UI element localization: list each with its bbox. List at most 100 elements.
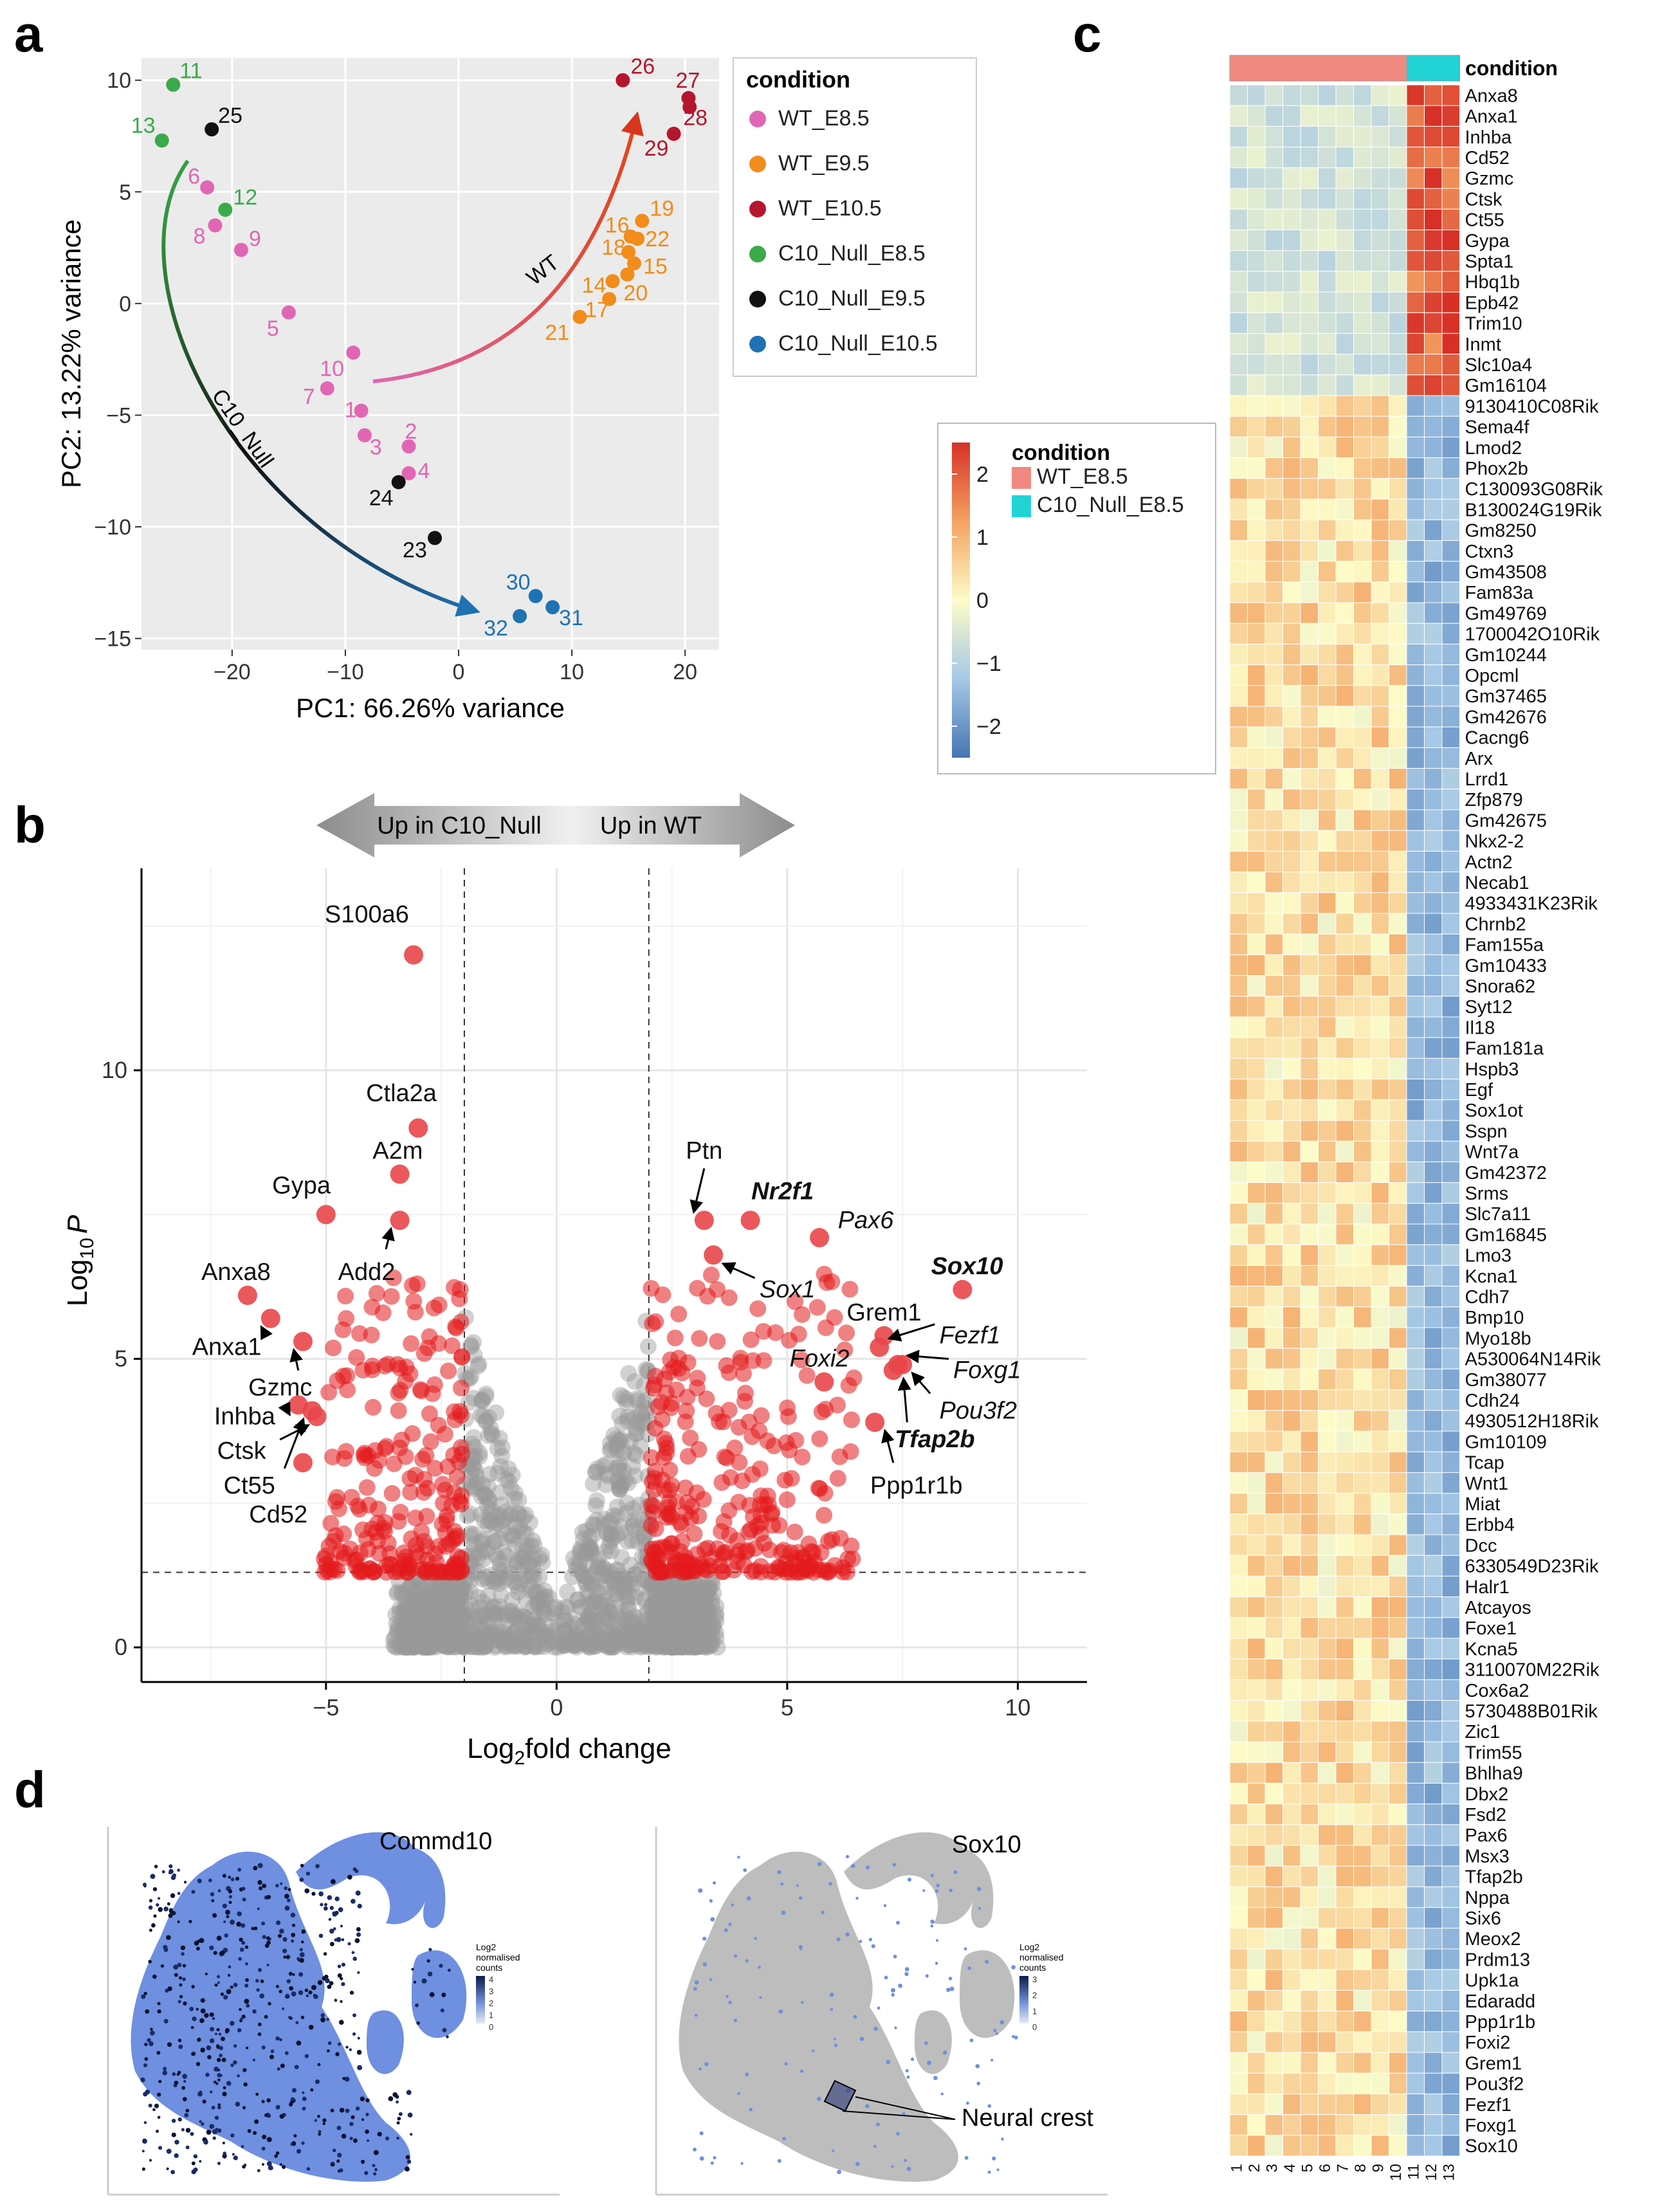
heatmap-cell [1353,1016,1372,1038]
volcano-point-Ctla2a [408,1118,428,1138]
volcano-point-ns [539,1636,556,1653]
heatmap-cell [1335,1430,1354,1452]
volcano-point-ns [414,1626,432,1643]
heatmap-cell [1424,809,1443,831]
heatmap-cell [1441,2135,1460,2157]
heatmap-cell [1353,1989,1372,2012]
heatmap-cell [1247,2052,1266,2074]
heatmap-cell [1371,125,1389,148]
umap-commd10-dot [356,1932,361,1937]
volcano-point-ns [472,1407,489,1424]
volcano-point-ns [579,1569,596,1586]
heatmap-cell [1371,996,1389,1018]
volcano-point-ns [479,1627,496,1645]
heatmap-cell [1371,789,1389,810]
heatmap-cell [1265,643,1283,666]
volcano-point-ns [660,1637,677,1654]
volcano-point-ns [610,1459,628,1476]
heatmap-cell [1353,2031,1372,2053]
volcano-point-sig [794,1306,811,1323]
volcano-point-ns [708,1598,725,1615]
volcano-point-ns [619,1474,637,1492]
heatmap-cell [1441,1203,1460,1225]
volcano-point-ns [434,1599,452,1616]
heatmap-cell [1229,167,1248,189]
umap-sox10-dot [936,1883,940,1888]
volcano-point-ns [664,1625,682,1643]
umap-commd10-dot [218,2033,222,2036]
heatmap-row-label: Gzmc [1465,169,1514,189]
heatmap-cell [1441,706,1460,727]
volcano-point-ns [479,1497,496,1515]
umap-commd10-dot [223,2152,226,2155]
volcano-point-ns [454,1638,471,1655]
umap-commd10-dot [244,1945,249,1949]
heatmap-cell [1229,1782,1248,1805]
volcano-point-ns [577,1575,594,1593]
heatmap-row-label: Ctsk [1465,189,1503,210]
volcano-point-ns [408,1605,426,1622]
heatmap-cell [1335,1700,1354,1722]
heatmap-cell [1406,498,1425,520]
heatmap-cell [1283,457,1301,479]
volcano-point-ns [435,1636,452,1653]
heatmap-cell [1424,208,1443,230]
heatmap-cell [1424,996,1443,1018]
heatmap-cell [1318,1741,1337,1763]
volcano-point-ns [428,1633,445,1650]
volcano-point-ns [481,1465,498,1483]
heatmap-cell [1353,933,1372,955]
heatmap-column-label: 4 [1281,2164,1299,2172]
volcano-point-ns [641,1638,659,1655]
volcano-point-ns [474,1623,491,1640]
umap-sox10-dot [737,1856,740,1859]
volcano-point-ns [608,1616,626,1633]
volcano-point-ns [639,1634,657,1652]
volcano-point-ns [401,1608,418,1625]
pca-point-13 [154,133,169,148]
heatmap-cell [1283,1430,1301,1452]
umap-sox10-dot [904,2159,908,2162]
volcano-point-ns [486,1599,503,1616]
volcano-point-ns [695,1583,712,1600]
umap-commd10-dot [230,2020,235,2026]
volcano-point-ns [571,1557,588,1574]
volcano-point-ns [434,1618,452,1635]
heatmap-cell [1353,2114,1372,2136]
volcano-point-ns [450,1625,467,1642]
heatmap-cell [1406,1907,1425,1929]
heatmap-cell [1229,208,1248,230]
volcano-point-ns [686,1630,704,1647]
volcano-point-ns [626,1373,643,1390]
volcano-point-ns [439,1634,457,1651]
heatmap-cell [1283,933,1301,955]
volcano-point-ns [700,1629,717,1646]
volcano-point-ns [628,1447,645,1464]
volcano-point-ns [473,1635,491,1652]
volcano-point-sig [443,1337,461,1355]
volcano-point-ns [587,1497,605,1514]
heatmap-cell [1406,1410,1425,1432]
volcano-point-ns [681,1625,699,1642]
volcano-point-ns [657,1633,675,1650]
heatmap-cell [1406,726,1425,748]
heatmap-cell [1441,457,1460,479]
volcano-point-ns [620,1365,637,1382]
heatmap-cell [1265,913,1283,935]
umap-commd10-dot [167,2042,172,2047]
volcano-point-ns [581,1629,599,1647]
heatmap-cell [1318,1389,1337,1411]
heatmap-cell [1389,1389,1407,1411]
heatmap-cell [1247,271,1266,293]
heatmap-cell [1300,1575,1319,1598]
umap-commd10-dot [373,2172,377,2176]
umap-sox10-dot [694,1980,699,1985]
volcano-threshold-lines [142,868,1087,1682]
volcano-point-ns [405,1621,423,1638]
heatmap-cell [1441,1472,1460,1494]
umap-commd10-legend-bar [476,1976,485,2024]
heatmap-cell [1406,685,1425,707]
volcano-point-ns [691,1608,708,1625]
volcano-point-sig [810,1479,827,1497]
umap-sox10-dot [963,1947,967,1951]
